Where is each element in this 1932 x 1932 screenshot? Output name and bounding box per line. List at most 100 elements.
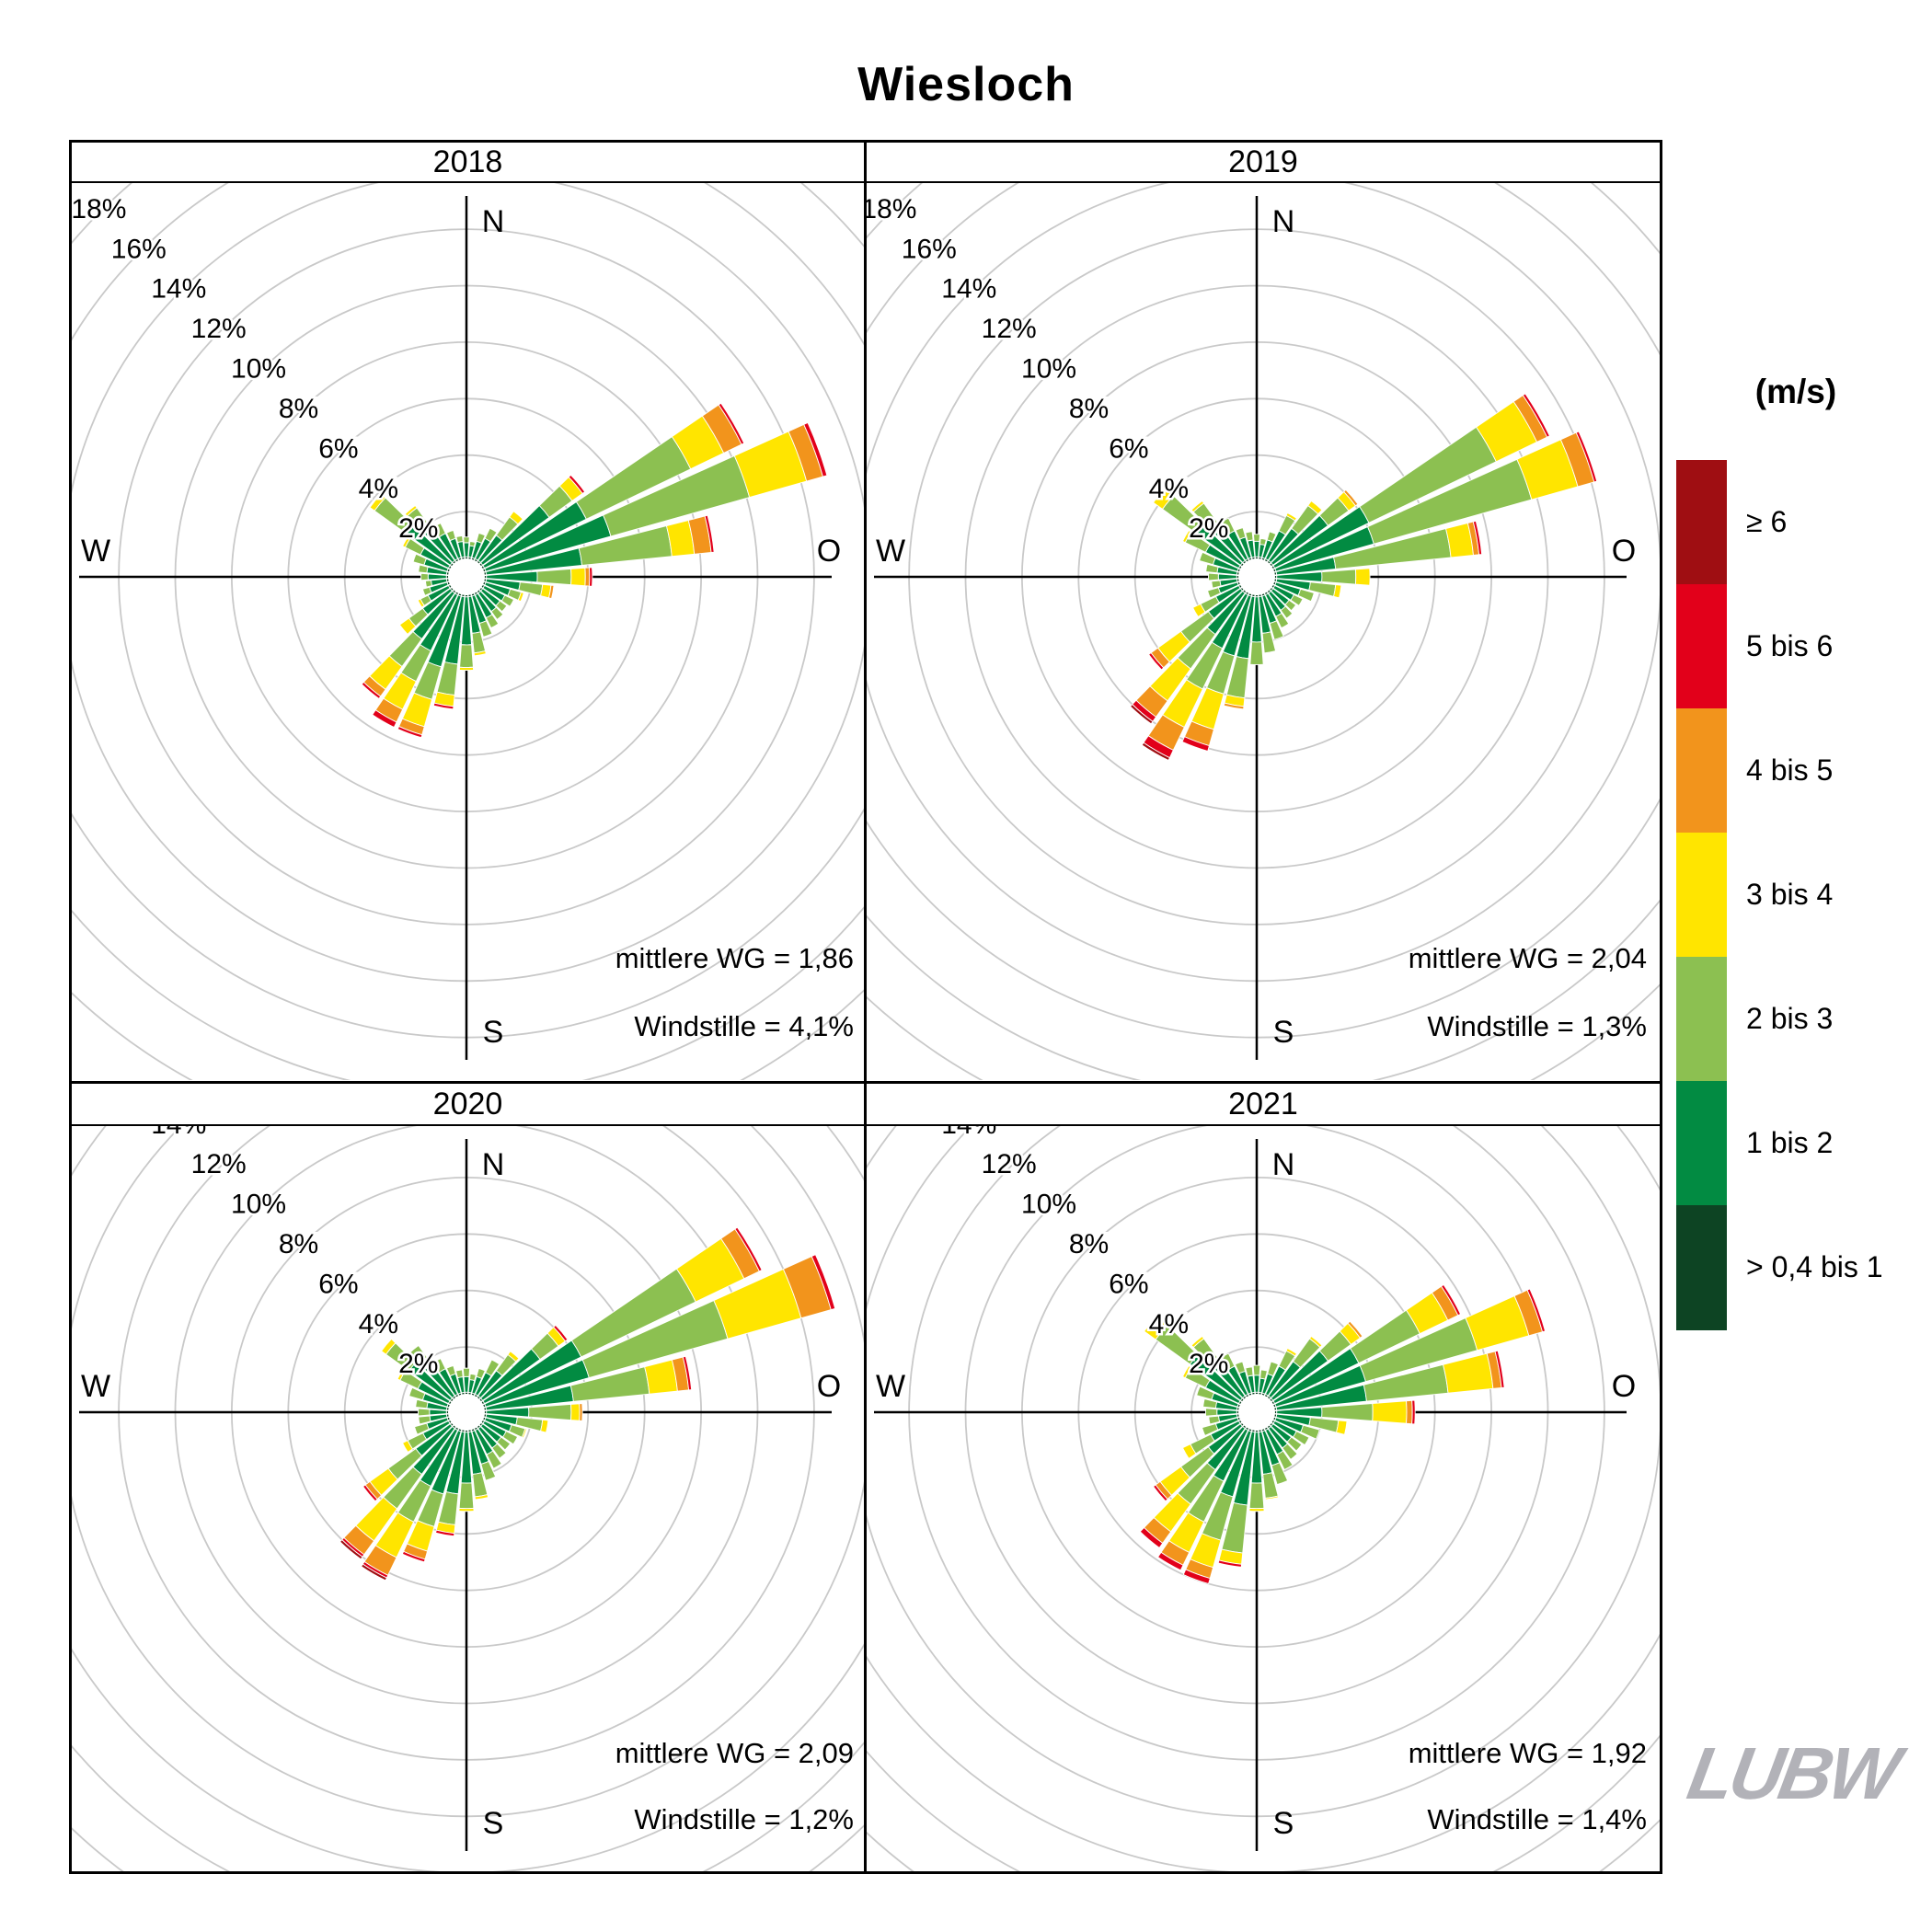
petal-segment-dir310-class3 [1143, 1315, 1168, 1340]
ring-label-2pct: 2% [1189, 1349, 1228, 1379]
petal-segment-dir0-class2 [1252, 1364, 1261, 1376]
petal-segment-dir340-class2 [1234, 1361, 1247, 1374]
compass-label-o: O [1612, 1369, 1636, 1404]
petal-segment-dir140-class2 [1282, 1443, 1298, 1460]
petal-segment-dir190-class5 [432, 702, 454, 710]
ring-label-8pct: 8% [279, 1229, 318, 1259]
petal-segment-dir270-class2 [1205, 1408, 1218, 1417]
petal-segment-dir200-class5 [1181, 736, 1210, 752]
legend-item: 4 bis 5 [1676, 708, 1932, 834]
petal-segment-dir90-class2 [528, 1403, 572, 1421]
petal-segment-dir10-class2 [1259, 537, 1267, 546]
petal-segment-dir350-class2 [1245, 531, 1254, 542]
wind-rose-2019: 2%4%6%8% 10% 12% 14% 16% 18% 20% N S W O [867, 183, 1660, 1080]
petal-segment-dir90-class3 [570, 567, 586, 587]
petal-segment-dir180-class2 [1249, 641, 1264, 665]
petal-segment-dir330-class2 [1219, 1352, 1236, 1371]
legend-item-label: ≥ 6 [1746, 505, 1788, 538]
petal-segment-dir340-class2 [445, 529, 456, 542]
compass-label-s: S [1273, 1015, 1294, 1050]
petal-segment-dir100-class4 [547, 584, 555, 600]
petal-segment-dir220-class6 [1129, 703, 1154, 725]
petal-segment-dir220-class5 [361, 681, 382, 699]
center-hole [447, 1393, 486, 1432]
ring-label-8pct: 8% [279, 394, 318, 424]
speed-legend: ≥ 6 5 bis 6 4 bis 5 3 bis 4 2 bis 3 1 bis 2 > … [1676, 460, 1932, 1330]
ring-label-4pct: 4% [1149, 474, 1189, 504]
petal-segment-dir80-class5 [704, 514, 715, 553]
petal-segment-dir30-class3 [1285, 1347, 1298, 1357]
petal-segment-dir330-class2 [431, 1358, 446, 1374]
legend-item-label: 3 bis 4 [1746, 878, 1834, 911]
petal-segment-dir230-class5 [1152, 1484, 1168, 1502]
petal-segment-dir150-class2 [1276, 1450, 1294, 1471]
petal-segment-dir50-class4 [1343, 489, 1359, 507]
petal-segment-dir70-class5 [1575, 431, 1598, 483]
petal-segment-dir130-class2 [1286, 1436, 1303, 1452]
petal-segment-dir70-class5 [1526, 1288, 1547, 1333]
petal-segment-dir80-class5 [682, 1355, 693, 1391]
petal-segment-dir200-class5 [397, 725, 423, 739]
petal-segment-dir20-class2 [1266, 531, 1277, 543]
petal-segment-dir240-class3 [1191, 603, 1206, 618]
petal-segment-dir110-class3 [521, 1428, 527, 1439]
petal-segment-dir60-class5 [734, 1226, 763, 1272]
center-hole [1237, 1393, 1276, 1432]
wind-rose-2018: 2%4%6%8% 10% 12% 14% 16% 18% 20% N S W O [72, 183, 864, 1080]
petal-segment-dir30-class2 [484, 527, 498, 543]
petal-segment-dir260-class2 [418, 1415, 431, 1425]
petal-segment-dir270-class2 [418, 1408, 431, 1417]
panel-header-2018: 2018 [72, 143, 864, 181]
panel-header-2019: 2019 [867, 143, 1660, 181]
petal-segment-dir20-class2 [476, 532, 486, 544]
compass-label-w: W [81, 1369, 110, 1404]
grid-border-left [69, 140, 72, 1874]
petal-segment-dir60-class5 [718, 402, 745, 445]
compass-label-n: N [482, 1147, 505, 1182]
petal-segment-dir100-class3 [540, 1419, 549, 1433]
petal-segment-dir50-class5 [553, 1324, 569, 1342]
legend-color-swatch [1676, 708, 1727, 834]
grid-divider-vertical [864, 140, 867, 1874]
petal-segment-dir290-class2 [412, 553, 427, 566]
petal-segment-dir20-class2 [1267, 1361, 1280, 1377]
ring-label-12pct: 12% [982, 314, 1037, 344]
petal-segment-dir300-class3 [1181, 1365, 1192, 1379]
legend-item-label: 1 bis 2 [1746, 1126, 1834, 1159]
legend-item: 3 bis 4 [1676, 833, 1932, 958]
petal-segment-dir90-class3 [570, 1403, 581, 1421]
petal-segment-dir250-class2 [1202, 1422, 1219, 1436]
legend-color-swatch [1676, 1081, 1727, 1206]
petal-segment-dir300-class3 [401, 535, 411, 548]
ring-label-6pct: 6% [318, 1269, 358, 1299]
ring-label-6pct: 6% [1109, 433, 1148, 464]
petal-segment-dir280-class2 [418, 564, 429, 574]
compass-label-s: S [483, 1806, 504, 1841]
petal-segment-dir230-class3 [398, 617, 417, 636]
petal-segment-dir40-class3 [1307, 500, 1323, 515]
windstille-2018: Windstille = 4,1% [634, 1010, 854, 1042]
petal-segment-dir100-class3 [1336, 1420, 1348, 1435]
petal-segment-dir200-class5 [401, 1550, 426, 1563]
ring-label-2pct: 2% [398, 1349, 438, 1379]
petal-segment-dir210-class5 [1156, 1551, 1184, 1571]
legend-color-swatch [1676, 460, 1727, 585]
ring-label-12pct: 12% [191, 314, 247, 344]
mean-wg-2019: mittlere WG = 2,04 [1408, 942, 1647, 974]
windstille-2019: Windstille = 1,3% [1427, 1010, 1647, 1042]
ring-label-2pct: 2% [398, 513, 438, 544]
petal-segment-dir200-class5 [1182, 1569, 1211, 1585]
petal-segment-dir40-class3 [1308, 1335, 1323, 1349]
petal-segment-dir320-class3 [1190, 1335, 1205, 1349]
ring-label-6pct: 6% [318, 433, 358, 464]
petal-segment-dir90-class4 [579, 1403, 583, 1421]
petal-segment-dir10-class2 [468, 541, 477, 547]
legend-title: (m/s) [1754, 373, 1837, 410]
mean-wg-2018: mittlere WG = 1,86 [615, 942, 854, 974]
petal-segment-dir230-class5 [362, 1484, 378, 1502]
petal-segment-dir330-class2 [431, 523, 446, 538]
petal-segment-dir110-class2 [1300, 1424, 1320, 1440]
grid-border-right [1660, 140, 1662, 1874]
